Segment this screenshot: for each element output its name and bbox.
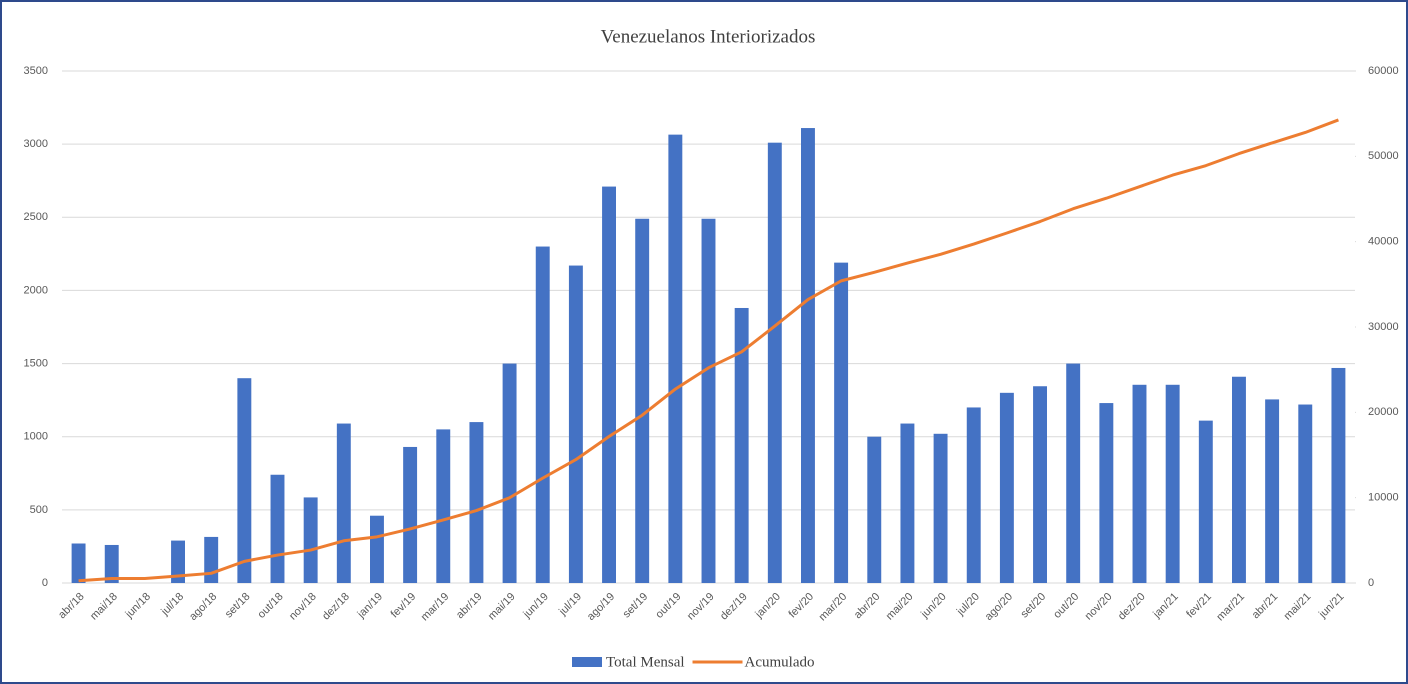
bar xyxy=(369,515,384,583)
bar xyxy=(933,433,948,583)
bar xyxy=(867,436,882,583)
bar xyxy=(635,218,650,583)
bar xyxy=(568,265,583,583)
y2-tick-label: 10000 xyxy=(1368,492,1399,504)
y2-tick-label: 0 xyxy=(1368,577,1374,589)
bar xyxy=(204,536,219,583)
y-tick-label: 3500 xyxy=(24,65,48,77)
bar xyxy=(1298,404,1313,583)
bar xyxy=(966,407,981,583)
line xyxy=(78,118,1339,583)
bar xyxy=(237,378,252,583)
bar xyxy=(336,423,351,583)
bar xyxy=(800,128,815,583)
bar xyxy=(767,142,782,583)
bar xyxy=(1265,399,1280,583)
bar xyxy=(303,497,318,583)
y-tick-label: 2000 xyxy=(24,284,48,296)
y2-tick-label: 30000 xyxy=(1368,321,1399,333)
y2-tick-label: 40000 xyxy=(1368,236,1399,248)
y-tick-label: 3000 xyxy=(24,138,48,150)
bar xyxy=(701,218,716,583)
y2-tick-label: 60000 xyxy=(1368,65,1399,77)
bar xyxy=(1132,384,1147,583)
legend-swatch xyxy=(572,657,602,667)
bar xyxy=(999,392,1014,583)
bar xyxy=(1066,363,1081,583)
bar xyxy=(104,544,119,583)
bar xyxy=(668,134,683,584)
bar xyxy=(1231,376,1246,583)
bar xyxy=(834,262,849,583)
y-tick-label: 500 xyxy=(30,504,48,516)
bar xyxy=(1033,386,1048,583)
chart-title: Venezuelanos Interiorizados xyxy=(601,26,816,47)
bar xyxy=(1198,420,1213,583)
bar xyxy=(502,363,517,583)
bar xyxy=(171,540,186,583)
bar xyxy=(1331,367,1346,583)
y2-tick-label: 50000 xyxy=(1368,150,1399,162)
bar xyxy=(71,543,86,583)
bar xyxy=(436,429,451,583)
bar xyxy=(1099,403,1114,583)
bar xyxy=(403,446,418,583)
y-tick-label: 2500 xyxy=(24,211,48,223)
bar xyxy=(469,422,484,583)
bar xyxy=(1165,384,1180,583)
legend-label: Acumulado xyxy=(745,654,815,670)
y-tick-label: 1500 xyxy=(24,357,48,369)
bar xyxy=(734,307,749,583)
y2-tick-label: 20000 xyxy=(1368,406,1399,418)
y-tick-label: 0 xyxy=(42,577,48,589)
y-tick-label: 1000 xyxy=(24,431,48,443)
bar xyxy=(535,246,550,584)
legend-label: Total Mensal xyxy=(606,654,685,670)
bar xyxy=(602,186,617,583)
bar xyxy=(270,474,285,583)
bar xyxy=(900,423,915,583)
